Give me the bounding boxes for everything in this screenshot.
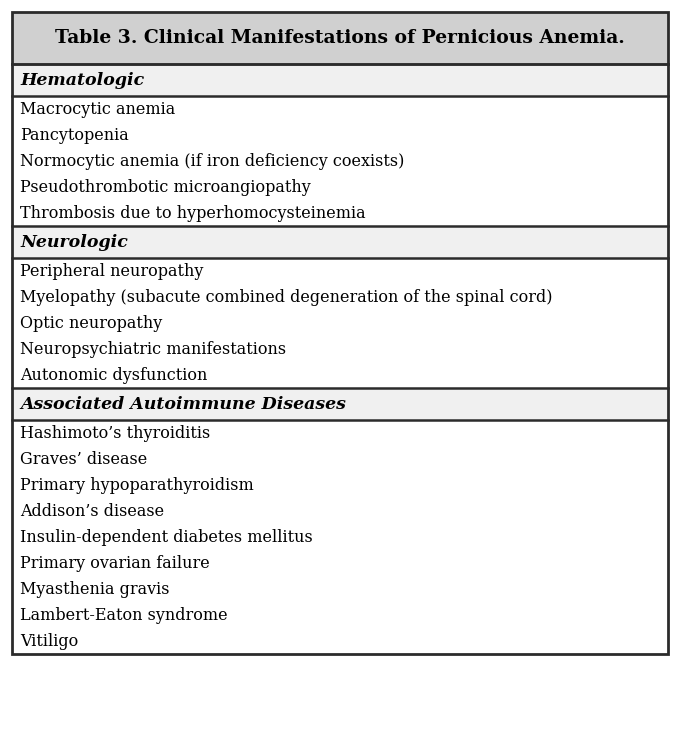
Bar <box>12 148 668 174</box>
Bar <box>12 226 668 258</box>
Text: Neuropsychiatric manifestations: Neuropsychiatric manifestations <box>20 340 286 357</box>
Bar <box>12 284 668 310</box>
Bar <box>12 64 668 96</box>
Text: Peripheral neuropathy: Peripheral neuropathy <box>20 262 203 279</box>
Text: Autonomic dysfunction: Autonomic dysfunction <box>20 366 207 383</box>
Text: Graves’ disease: Graves’ disease <box>20 450 148 467</box>
Text: Primary ovarian failure: Primary ovarian failure <box>20 554 209 571</box>
Bar <box>12 96 668 122</box>
Bar <box>12 388 668 420</box>
Bar <box>12 310 668 336</box>
Bar <box>12 12 668 64</box>
Bar <box>12 498 668 524</box>
Bar <box>12 258 668 284</box>
Bar <box>12 628 668 654</box>
Text: Optic neuropathy: Optic neuropathy <box>20 315 163 332</box>
Text: Vitiligo: Vitiligo <box>20 632 78 649</box>
Text: Table 3. Clinical Manifestations of Pernicious Anemia.: Table 3. Clinical Manifestations of Pern… <box>55 29 625 47</box>
Text: Addison’s disease: Addison’s disease <box>20 503 164 520</box>
Text: Normocytic anemia (if iron deficiency coexists): Normocytic anemia (if iron deficiency co… <box>20 153 405 170</box>
Bar <box>12 362 668 388</box>
Text: Insulin-dependent diabetes mellitus: Insulin-dependent diabetes mellitus <box>20 528 313 545</box>
Text: Hashimoto’s thyroiditis: Hashimoto’s thyroiditis <box>20 425 210 441</box>
Text: Myelopathy (subacute combined degeneration of the spinal cord): Myelopathy (subacute combined degenerati… <box>20 288 552 306</box>
Bar <box>12 200 668 226</box>
Bar <box>12 524 668 550</box>
Bar <box>12 472 668 498</box>
Text: Macrocytic anemia: Macrocytic anemia <box>20 100 175 117</box>
Bar <box>12 336 668 362</box>
Bar <box>12 12 668 654</box>
Bar <box>12 602 668 628</box>
Text: Primary hypoparathyroidism: Primary hypoparathyroidism <box>20 477 254 494</box>
Bar <box>12 174 668 200</box>
Text: Hematologic: Hematologic <box>20 71 144 88</box>
Bar <box>12 420 668 446</box>
Text: Pseudothrombotic microangiopathy: Pseudothrombotic microangiopathy <box>20 178 311 195</box>
Text: Pancytopenia: Pancytopenia <box>20 127 129 144</box>
Bar <box>12 122 668 148</box>
Text: Associated Autoimmune Diseases: Associated Autoimmune Diseases <box>20 396 346 413</box>
Text: Thrombosis due to hyperhomocysteinemia: Thrombosis due to hyperhomocysteinemia <box>20 204 366 222</box>
Text: Myasthenia gravis: Myasthenia gravis <box>20 581 169 598</box>
Text: Lambert-Eaton syndrome: Lambert-Eaton syndrome <box>20 607 228 624</box>
Bar <box>12 576 668 602</box>
Bar <box>12 550 668 576</box>
Text: Neurologic: Neurologic <box>20 234 128 251</box>
Bar <box>12 446 668 472</box>
